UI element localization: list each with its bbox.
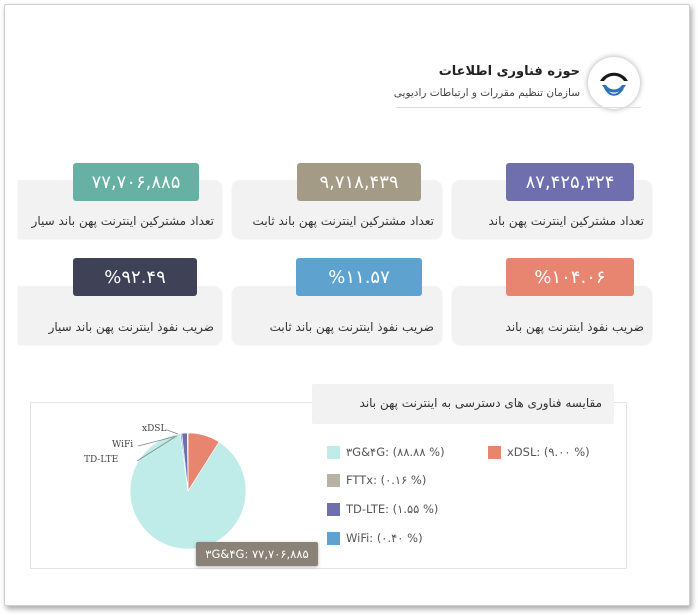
stat-value-fixed-subscribers: ۹,۷۱۸,۴۳۹ — [297, 163, 421, 201]
chart-tooltip: ۳G&۴G: ۷۷,۷۰۶,۸۸۵ — [196, 542, 318, 566]
org-title: حوزه فناوری اطلاعات — [438, 64, 580, 79]
stat-label: ضریب نفوذ اینترنت پهن باند ثابت — [269, 320, 434, 334]
legend-item-wifi[interactable]: WiFi: (۰.۴۰ %) — [327, 531, 423, 545]
header-divider — [396, 107, 641, 108]
stat-value-broadband-subscribers: ۸۷,۴۲۵,۳۲۴ — [506, 163, 634, 201]
stat-label: تعداد مشترکین اینترنت پهن باند سیار — [31, 214, 214, 228]
callout-label-tdlte: TD-LTE — [84, 455, 119, 465]
callout-label-xdsl: xDSL — [142, 424, 167, 434]
page-header: حوزه فناوری اطلاعات سازمان تنظیم مقررات … — [392, 55, 642, 110]
stat-value-mobile-penetration: %۹۲.۴۹ — [73, 258, 197, 296]
stat-value-fixed-penetration: %۱۱.۵۷ — [296, 258, 422, 296]
legend-item-3g4g[interactable]: ۳G&۴G: (۸۸.۸۸ %) — [327, 445, 445, 459]
legend-item-tdlte[interactable]: TD-LTE: (۱.۵۵ %) — [327, 502, 438, 516]
legend-item-xdsl[interactable]: xDSL: (۹.۰۰ %) — [488, 445, 590, 459]
legend-label: ۳G&۴G: (۸۸.۸۸ %) — [346, 445, 445, 459]
legend-item-fttx[interactable]: FTTx: (۰.۱۶ %) — [327, 473, 426, 487]
legend-label: xDSL: (۹.۰۰ %) — [507, 445, 590, 459]
chart-title: مقایسه فناوری های دسترسی به اینترنت پهن … — [359, 396, 602, 410]
stat-label: ضریب نفوذ اینترنت پهن باند سیار — [48, 320, 214, 334]
stat-label: تعداد مشترکین اینترنت پهن باند ثابت — [252, 214, 434, 228]
callout-label-wifi: WiFi — [112, 440, 134, 450]
legend-swatch — [488, 445, 501, 459]
legend-swatch — [327, 473, 340, 487]
org-subtitle: سازمان تنظیم مقررات و ارتباطات رادیویی — [393, 87, 580, 99]
legend-label: WiFi: (۰.۴۰ %) — [346, 531, 423, 545]
stat-value-broadband-penetration: %۱۰۴.۰۶ — [506, 258, 634, 296]
stat-label: تعداد مشترکین اینترنت پهن باند — [488, 214, 644, 228]
cra-logo-icon — [588, 57, 640, 109]
legend-label: FTTx: (۰.۱۶ %) — [346, 473, 427, 487]
stat-label: ضریب نفوذ اینترنت پهن باند — [505, 320, 644, 334]
legend-label: TD-LTE: (۱.۵۵ %) — [346, 502, 439, 516]
chart-title-box: مقایسه فناوری های دسترسی به اینترنت پهن … — [312, 384, 614, 424]
stat-value-mobile-subscribers: ۷۷,۷۰۶,۸۸۵ — [73, 163, 199, 201]
legend-swatch — [327, 531, 340, 545]
legend-swatch — [327, 445, 340, 459]
legend-swatch — [327, 502, 340, 516]
